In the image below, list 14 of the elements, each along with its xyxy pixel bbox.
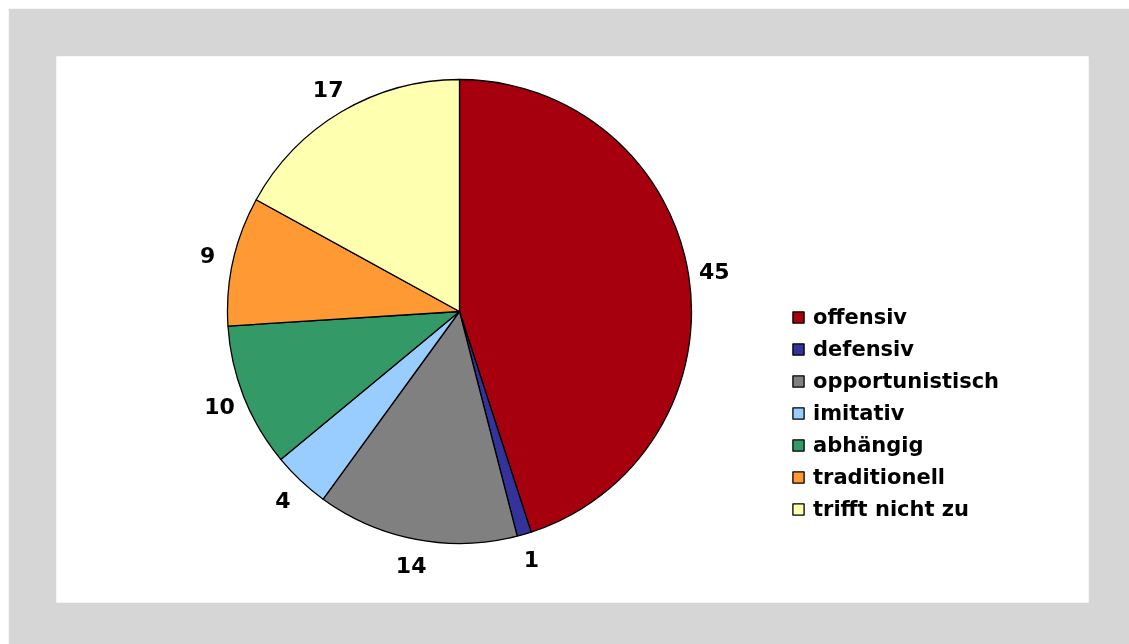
data-label: 9 (200, 243, 216, 269)
data-label: 45 (699, 259, 730, 285)
legend-label: traditionell (813, 465, 946, 489)
data-label: 4 (275, 487, 291, 513)
legend-label: offensiv (813, 305, 908, 329)
data-label: 10 (204, 394, 235, 420)
legend-label: defensiv (813, 337, 914, 361)
data-label: 14 (395, 552, 427, 578)
legend-label: opportunistisch (813, 369, 1000, 393)
legend-label: abhängig (813, 433, 924, 457)
legend-label: imitativ (813, 401, 905, 425)
legend-label: trifft nicht zu (813, 497, 970, 521)
data-label: 17 (312, 77, 344, 103)
data-label: 1 (523, 547, 540, 573)
